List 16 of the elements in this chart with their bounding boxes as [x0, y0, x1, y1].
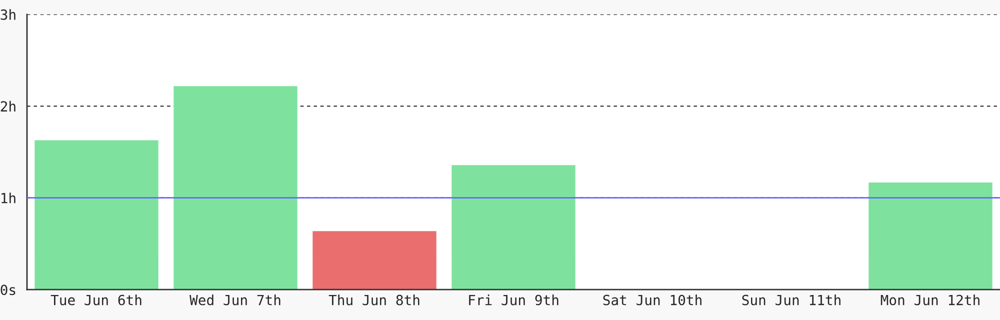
- x-tick-label: Sun Jun 11th: [742, 294, 840, 306]
- bar: [452, 165, 576, 290]
- bar: [174, 86, 298, 290]
- x-tick-label: Mon Jun 12th: [880, 294, 980, 306]
- x-tick-label: Tue Jun 6th: [50, 294, 142, 306]
- x-tick-label: Sat Jun 10th: [603, 294, 702, 306]
- y-tick-label: 1h: [2, 192, 16, 204]
- bar: [34, 140, 158, 290]
- y-tick-label: 3h: [0, 9, 16, 20]
- x-tick-label: Fri Jun 9th: [469, 294, 558, 306]
- bar: [312, 231, 436, 290]
- x-tick-label: Thu Jun 8th: [328, 294, 420, 306]
- bar: [868, 182, 992, 290]
- x-tick-label: Wed Jun 7th: [190, 294, 280, 306]
- y-tick-label: 0s: [0, 284, 16, 296]
- y-tick-label: 2h: [0, 100, 16, 112]
